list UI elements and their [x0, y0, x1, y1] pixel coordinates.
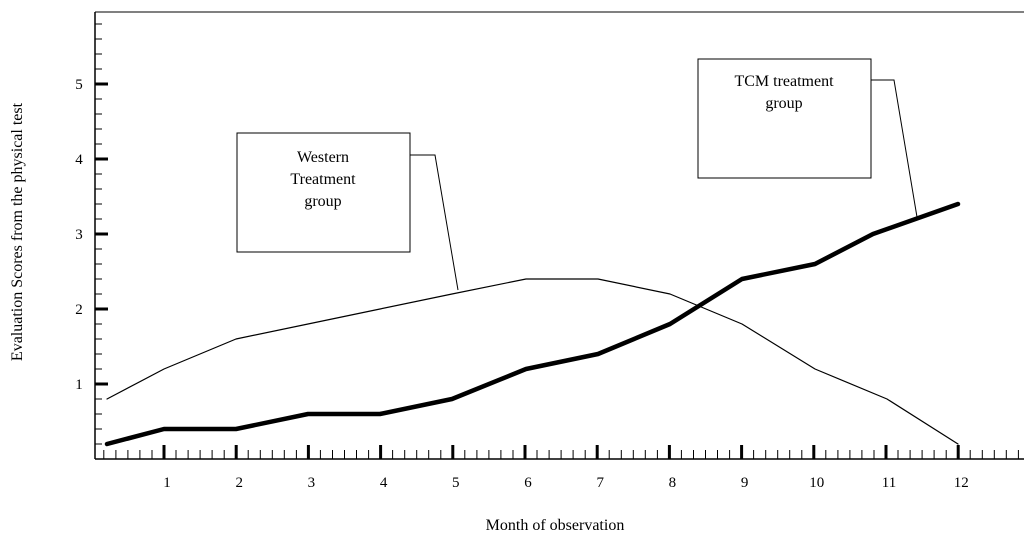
series-line-tcm [104, 201, 961, 447]
callout-label-tcm: TCM treatment [734, 73, 834, 90]
callout-label-western: Western [297, 149, 349, 166]
x-axis-label: Month of observation [486, 517, 625, 534]
y-tick-label: 3 [75, 227, 83, 243]
x-tick-label: 1 [163, 475, 171, 491]
x-tick-label: 3 [308, 475, 316, 491]
x-tick-label: 12 [954, 475, 969, 491]
callout-box-tcm [697, 58, 872, 179]
x-axis-ticks: 1 2 3 4 5 6 7 8 9 10 11 12 [103, 445, 1019, 491]
y-tick-label: 2 [75, 302, 83, 318]
y-axis-ticks: 1 2 3 4 5 [75, 23, 108, 445]
x-tick-label: 2 [235, 475, 243, 491]
axes [94, 11, 1024, 460]
y-tick-label: 4 [75, 152, 83, 168]
y-tick-label: 1 [75, 377, 83, 393]
callout-leader-western [410, 154, 459, 291]
x-tick-label: 6 [524, 475, 532, 491]
series-line-western [106, 278, 959, 445]
x-tick-label: 9 [741, 475, 749, 491]
callout-leader-tcm [871, 79, 918, 218]
callout-box-western [236, 132, 411, 253]
series-callouts: Western Treatment group TCM treatment group [236, 58, 918, 291]
x-tick-label: 7 [596, 475, 604, 491]
x-tick-label: 8 [669, 475, 677, 491]
callout-label-western: Treatment [290, 171, 356, 188]
x-tick-label: 4 [380, 475, 388, 491]
series-lines [104, 201, 961, 447]
callout-label-tcm: group [765, 95, 802, 112]
y-tick-label: 5 [75, 77, 83, 93]
y-axis-label: Evaluation Scores from the physical test [9, 102, 26, 361]
callout-label-western: group [304, 193, 341, 210]
x-tick-label: 10 [809, 475, 824, 491]
x-tick-label: 11 [882, 475, 896, 491]
x-tick-label: 5 [452, 475, 460, 491]
